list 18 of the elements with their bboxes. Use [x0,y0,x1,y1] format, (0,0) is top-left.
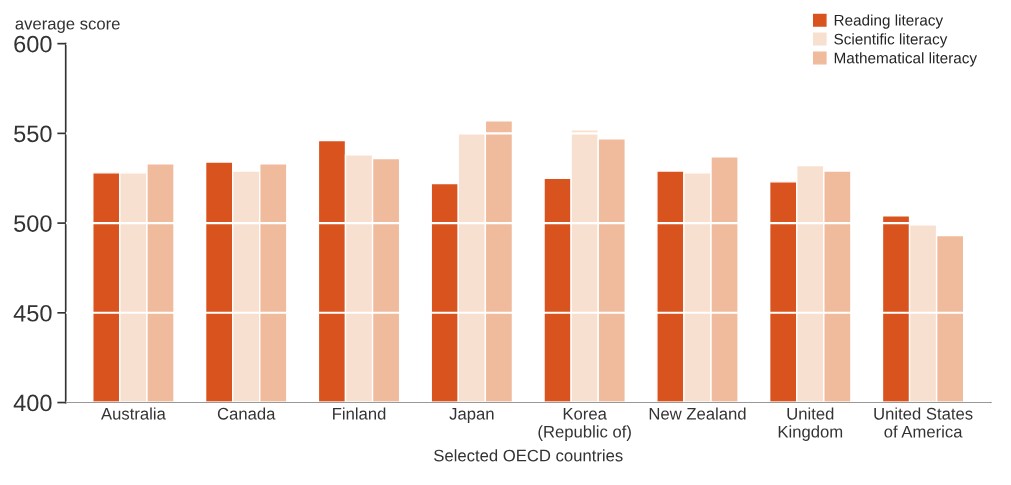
x-axis-title: Selected OECD countries [434,449,623,462]
legend-label: Scientific literacy [834,33,948,48]
y-tick-label: 500 [14,215,52,232]
y-tick-label: 600 [14,35,52,53]
y-tick-label: 400 [13,394,52,412]
legend-label: Reading literacy [834,14,944,29]
x-tick-label: Australia [101,407,166,420]
legend-label: Mathematical literacy [834,52,978,67]
x-tick-label: Finland [333,407,386,420]
x-tick-label: Korea (Republic of) [538,408,631,441]
y-axis-title: average score [15,20,120,33]
x-tick-label: United Kingdom [778,407,843,441]
x-tick-label: Japan [449,408,494,423]
x-tick-label: United States of America [874,407,973,438]
x-tick-label: New Zealand [649,407,746,420]
y-tick-label: 550 [14,125,52,143]
x-tick-label: Canada [217,407,276,420]
y-tick-label: 450 [13,304,52,322]
